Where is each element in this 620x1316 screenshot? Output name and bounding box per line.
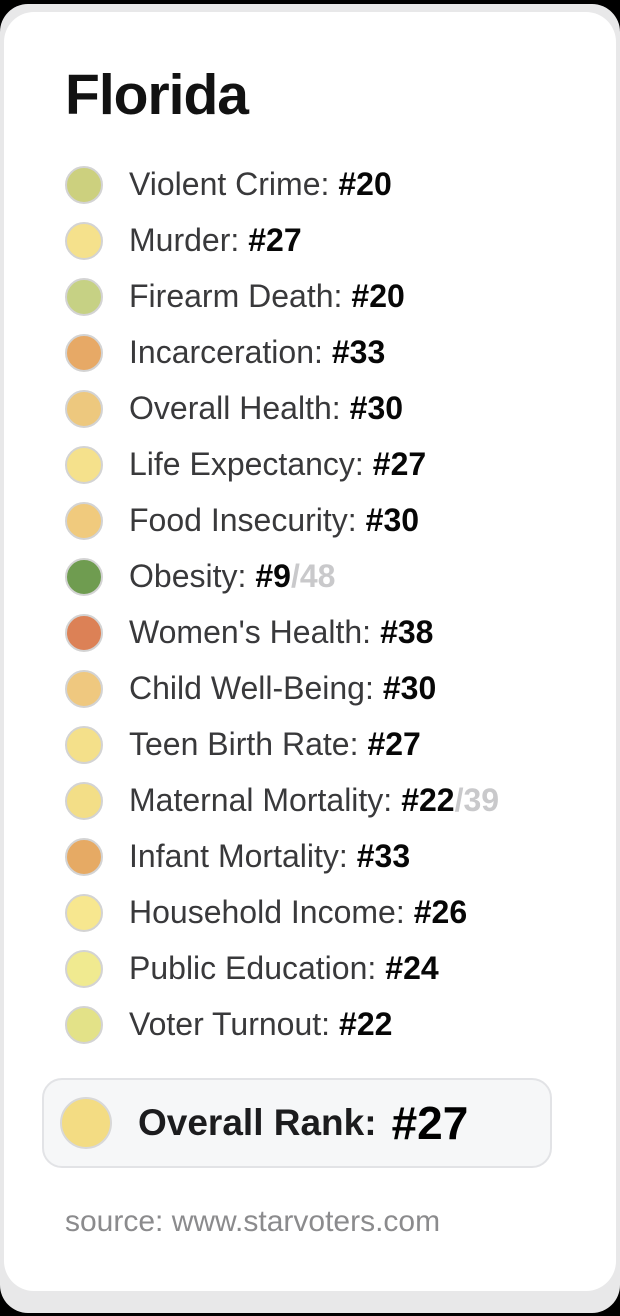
- metric-text: Obesity: #9/48: [129, 558, 335, 595]
- metric-color-dot: [65, 277, 103, 316]
- state-title: Florida: [65, 63, 249, 127]
- metric-color-dot: [65, 165, 103, 204]
- metric-label: Violent Crime:: [129, 166, 330, 203]
- metric-color-dot: [65, 949, 103, 988]
- metric-list: Violent Crime: #20 Murder: #27 Firearm Dea…: [65, 157, 616, 1053]
- metric-label: Food Insecurity:: [129, 502, 357, 539]
- metric-text: Life Expectancy: #27: [129, 446, 426, 483]
- metric-text: Murder: #27: [129, 222, 302, 259]
- metric-color-dot: [65, 389, 103, 428]
- overall-rank-value: #27: [391, 1096, 469, 1149]
- metric-row: Incarceration: #33: [65, 325, 616, 381]
- metric-row: Firearm Death: #20: [65, 269, 616, 325]
- metric-text: Infant Mortality: #33: [129, 838, 410, 875]
- metric-rank-value: #9: [255, 558, 291, 595]
- metric-label: Public Education:: [129, 950, 377, 987]
- metric-row: Violent Crime: #20: [65, 157, 616, 213]
- metric-rank-value: #22: [339, 1006, 393, 1043]
- metric-rank-value: #30: [365, 502, 420, 539]
- metric-text: Voter Turnout: #22: [129, 1006, 392, 1043]
- metric-color-dot: [65, 1005, 103, 1044]
- metric-label: Women's Health:: [129, 614, 372, 651]
- metric-label: Firearm Death:: [129, 278, 343, 315]
- metric-label: Child Well-Being:: [129, 670, 374, 707]
- overall-rank-label: Overall Rank:: [138, 1101, 377, 1143]
- overall-rank-box: Overall Rank: #27: [42, 1077, 552, 1168]
- metric-color-dot: [65, 725, 103, 764]
- metric-rank-value: #20: [338, 166, 392, 203]
- source-attribution: source: www.starvoters.com: [65, 1204, 441, 1238]
- metric-text: Incarceration: #33: [129, 334, 385, 371]
- metric-row: Teen Birth Rate: #27: [65, 717, 616, 773]
- metric-rank-denominator: /39: [454, 782, 500, 819]
- metric-text: Overall Health: #30: [129, 390, 403, 427]
- metric-label: Voter Turnout:: [129, 1006, 331, 1043]
- metric-rank-value: #22: [401, 782, 455, 819]
- metric-row: Maternal Mortality: #22/39: [65, 773, 616, 829]
- metric-color-dot: [65, 445, 103, 484]
- metric-rank-value: #20: [351, 278, 405, 315]
- metric-text: Food Insecurity: #30: [129, 502, 419, 539]
- metric-label: Murder:: [129, 222, 240, 259]
- metric-text: Teen Birth Rate: #27: [129, 726, 421, 763]
- metric-rank-value: #30: [382, 670, 437, 707]
- metric-row: Murder: #27: [65, 213, 616, 269]
- metric-color-dot: [65, 669, 103, 708]
- metric-row: Life Expectancy: #27: [65, 437, 616, 493]
- metric-color-dot: [65, 557, 103, 596]
- metric-color-dot: [65, 333, 103, 372]
- metric-text: Child Well-Being: #30: [129, 670, 436, 707]
- metric-text: Firearm Death: #20: [129, 278, 405, 315]
- metric-rank-value: #27: [367, 726, 421, 763]
- metric-text: Household Income: #26: [129, 894, 467, 931]
- metric-row: Household Income: #26: [65, 885, 616, 941]
- metric-row: Overall Health: #30: [65, 381, 616, 437]
- metric-label: Household Income:: [129, 894, 405, 931]
- metric-rank-value: #30: [349, 390, 404, 427]
- state-rank-card: Florida Violent Crime: #20 Murder: #27 Fir…: [4, 12, 616, 1291]
- metric-color-dot: [65, 893, 103, 932]
- metric-rank-value: #33: [356, 838, 411, 875]
- metric-rank-value: #24: [385, 950, 439, 987]
- metric-label: Teen Birth Rate:: [129, 726, 359, 763]
- metric-text: Women's Health: #38: [129, 614, 433, 651]
- metric-color-dot: [65, 781, 103, 820]
- metric-rank-value: #27: [248, 222, 302, 259]
- metric-color-dot: [65, 501, 103, 540]
- metric-text: Violent Crime: #20: [129, 166, 392, 203]
- metric-rank-value: #26: [413, 894, 468, 931]
- metric-label: Maternal Mortality:: [129, 782, 393, 819]
- metric-text: Maternal Mortality: #22/39: [129, 782, 499, 819]
- metric-label: Obesity:: [129, 558, 247, 595]
- metric-label: Incarceration:: [129, 334, 323, 371]
- metric-row: Voter Turnout: #22: [65, 997, 616, 1053]
- metric-row: Child Well-Being: #30: [65, 661, 616, 717]
- metric-row: Women's Health: #38: [65, 605, 616, 661]
- metric-rank-value: #33: [331, 334, 386, 371]
- metric-row: Infant Mortality: #33: [65, 829, 616, 885]
- metric-row: Public Education: #24: [65, 941, 616, 997]
- metric-label: Life Expectancy:: [129, 446, 364, 483]
- metric-color-dot: [65, 613, 103, 652]
- overall-rank-color-dot: [60, 1096, 112, 1149]
- metric-color-dot: [65, 221, 103, 260]
- metric-row: Food Insecurity: #30: [65, 493, 616, 549]
- metric-rank-value: #38: [380, 614, 434, 651]
- metric-row: Obesity: #9/48: [65, 549, 616, 605]
- metric-label: Overall Health:: [129, 390, 341, 427]
- metric-text: Public Education: #24: [129, 950, 439, 987]
- metric-label: Infant Mortality:: [129, 838, 348, 875]
- metric-color-dot: [65, 837, 103, 876]
- metric-rank-denominator: /48: [290, 558, 336, 595]
- metric-rank-value: #27: [372, 446, 427, 483]
